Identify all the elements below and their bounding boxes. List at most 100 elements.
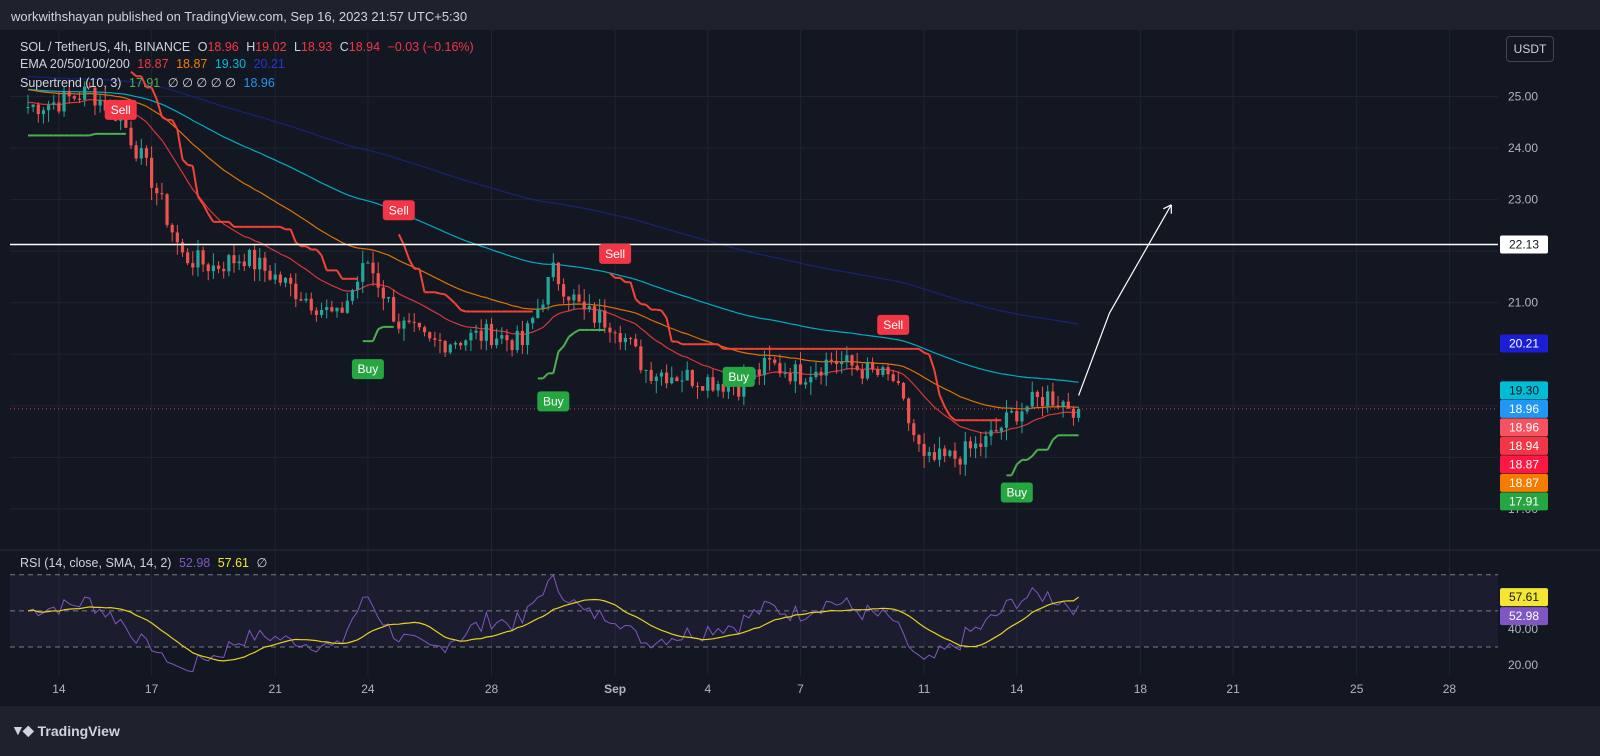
- candle: [968, 441, 973, 449]
- time-tick-label: 14: [1010, 682, 1024, 696]
- candle: [237, 261, 241, 264]
- time-tick-label: 17: [145, 682, 159, 696]
- candle: [618, 333, 622, 343]
- candle: [912, 423, 916, 436]
- supertrend-down-line: [408, 258, 416, 270]
- price-label: [1500, 334, 1548, 353]
- candle: [356, 281, 360, 290]
- candle: [943, 448, 947, 456]
- candle: [489, 323, 494, 346]
- time-axis: 14 17 21 24 28 Sep 4 7 11 14 18 21 25 28: [52, 682, 1456, 696]
- grid: [10, 30, 1498, 676]
- supertrend-up-line: [1010, 464, 1018, 476]
- candle: [587, 306, 591, 310]
- candle: [211, 265, 215, 272]
- supertrend-down-line: [305, 245, 312, 251]
- candle: [860, 369, 864, 379]
- price-label: [1500, 399, 1548, 418]
- candle: [144, 148, 149, 158]
- candle: [31, 104, 35, 108]
- candle: [665, 372, 669, 384]
- candle: [567, 296, 571, 301]
- candle: [52, 102, 56, 105]
- supertrend-down-line: [439, 292, 446, 296]
- supertrend-down-line: [187, 163, 193, 167]
- supertrend-down-line: [923, 351, 930, 356]
- candle: [927, 452, 931, 456]
- candle: [690, 369, 694, 386]
- candle: [695, 385, 700, 387]
- candle: [840, 361, 844, 364]
- candle: [685, 369, 689, 381]
- candle: [83, 86, 87, 100]
- supertrend-down-line: [635, 298, 642, 305]
- candle: [232, 255, 236, 264]
- price-chart[interactable]: 25.0024.0023.0021.0017.001417212428Sep47…: [0, 30, 1600, 706]
- candle: [366, 262, 370, 264]
- candle: [1025, 406, 1029, 412]
- candle: [93, 87, 97, 106]
- supertrend-up-line: [89, 132, 96, 137]
- candle: [1020, 411, 1024, 422]
- candle: [330, 307, 334, 312]
- candle: [371, 262, 375, 274]
- candle: [381, 287, 385, 299]
- tradingview-logo[interactable]: ▼◆ TradingView: [11, 722, 120, 739]
- time-tick-label: 25: [1350, 682, 1364, 696]
- supertrend-down-line: [320, 255, 328, 271]
- candle: [150, 157, 154, 188]
- candle: [865, 362, 870, 379]
- supertrend-up-line: [1046, 439, 1054, 451]
- supertrend-down-line: [676, 340, 683, 346]
- open-value: 18.96: [207, 40, 239, 54]
- candle: [227, 255, 231, 272]
- sell-signal-label: Sell: [605, 247, 625, 261]
- candle: [974, 443, 978, 449]
- buy-signal-label: Buy: [543, 394, 564, 408]
- candle: [216, 265, 221, 269]
- candle: [299, 299, 303, 301]
- supertrend-down-line: [943, 406, 951, 417]
- candle: [979, 443, 983, 448]
- candle: [1040, 396, 1045, 407]
- candle: [196, 250, 200, 268]
- candle: [562, 284, 566, 297]
- supertrend-down-line: [207, 213, 215, 223]
- candle: [350, 289, 355, 301]
- supertrend-down-line: [315, 248, 323, 257]
- candle: [891, 374, 895, 382]
- candle: [319, 309, 324, 315]
- supertrend-down-line: [629, 281, 637, 300]
- supertrend-down-line: [197, 195, 204, 205]
- price-label: [1500, 235, 1548, 254]
- supertrend-down-line: [460, 308, 467, 313]
- supertrend-down-line: [949, 414, 956, 421]
- candle: [994, 430, 998, 432]
- candle: [1046, 391, 1050, 407]
- symbol-title: SOL / TetherUS, 4h, BINANCE: [20, 40, 191, 54]
- rsi-value: 52.98: [178, 556, 211, 570]
- candle: [757, 369, 761, 376]
- time-tick-label: 28: [1443, 682, 1457, 696]
- candle: [273, 274, 277, 280]
- currency-button[interactable]: USDT: [1506, 36, 1554, 62]
- supertrend-nulls: ∅ ∅ ∅ ∅ ∅: [167, 76, 237, 90]
- candle: [963, 441, 967, 465]
- candle: [62, 91, 66, 112]
- candle: [628, 337, 633, 339]
- candle: [613, 332, 617, 334]
- rsi-price-label: [1500, 607, 1548, 626]
- candle: [165, 194, 169, 225]
- candle: [376, 273, 380, 288]
- candle: [639, 346, 643, 371]
- price-label: [1500, 492, 1548, 511]
- ema100-value: 19.30: [214, 57, 247, 71]
- candle: [819, 371, 823, 376]
- candle: [206, 264, 210, 272]
- candle: [474, 330, 478, 333]
- candle: [67, 91, 71, 97]
- candle: [464, 340, 468, 346]
- candle: [433, 338, 437, 340]
- candle: [495, 338, 499, 346]
- candle: [670, 377, 674, 384]
